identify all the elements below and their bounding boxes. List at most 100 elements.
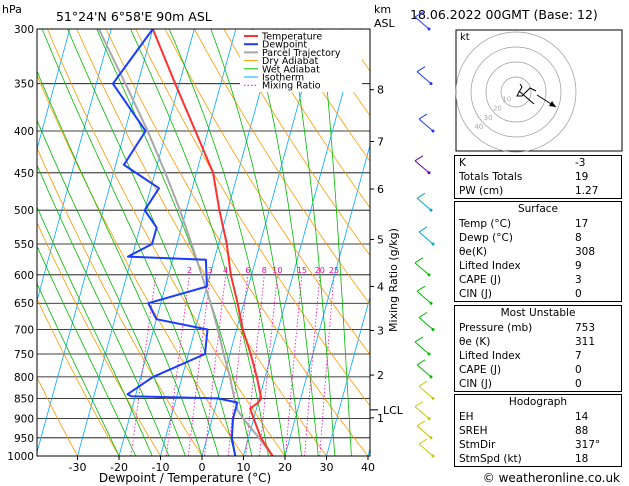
km-label: km xyxy=(374,3,391,16)
index-label: StmSpd (kt) xyxy=(459,453,522,465)
wind-barb-point xyxy=(431,396,435,400)
altitude-tick-label: 4 xyxy=(377,280,384,293)
index-label: θe(K) xyxy=(459,246,487,258)
index-value: 317° xyxy=(575,439,601,451)
hpa-label: hPa xyxy=(2,3,22,16)
wind-barb-flag xyxy=(416,285,426,292)
wind-barb-flag xyxy=(414,11,424,18)
temperature-tick-label: -20 xyxy=(110,461,128,474)
index-value: 9 xyxy=(575,260,582,272)
pressure-tick-label: 550 xyxy=(14,239,34,251)
legend-label: Parcel Trajectory xyxy=(262,48,341,59)
wind-barb-point xyxy=(429,208,433,212)
wet-adiabat-line xyxy=(37,164,170,456)
credit-text: © weatheronline.co.uk xyxy=(483,471,620,485)
wind-barb-flag xyxy=(418,113,428,120)
pressure-tick-label: 750 xyxy=(14,349,34,361)
index-value: 1.27 xyxy=(575,185,599,197)
hodograph-ring xyxy=(500,76,532,108)
pressure-tick-label: 650 xyxy=(14,298,34,310)
legend-label: Mixing Ratio xyxy=(262,81,321,92)
wind-barb-point xyxy=(429,82,433,86)
index-value: 19 xyxy=(575,171,589,183)
wind-barb-point xyxy=(431,454,435,458)
index-row: StmSpd (kt) 18 xyxy=(455,452,621,466)
mixing-ratio-line xyxy=(304,274,321,456)
asl-label: ASL xyxy=(374,17,396,30)
wind-barb-staff xyxy=(414,341,430,355)
index-value: 753 xyxy=(575,322,596,334)
wind-barb-staff xyxy=(416,364,432,378)
altitude-tick-label: 7 xyxy=(377,136,384,149)
wet-adiabat-line xyxy=(37,282,120,456)
index-label: Totals Totals xyxy=(459,171,523,183)
legend-label: Isotherm xyxy=(262,73,304,84)
index-row: SREH 88 xyxy=(455,424,621,438)
wind-barb-point xyxy=(427,352,431,356)
index-row: Lifted Index 7 xyxy=(455,349,621,363)
index-value: 17 xyxy=(575,218,589,230)
wind-barb-flag xyxy=(414,257,424,264)
dewpoint-line xyxy=(111,29,239,456)
wet-adiabat-line xyxy=(210,29,302,456)
hodograph-ring xyxy=(470,46,562,138)
most-unstable-panel: Most Unstable Pressure (mb) 753 θe (K) 311 L… xyxy=(454,305,622,392)
hodograph-storm-motion xyxy=(518,90,535,105)
index-value: 3 xyxy=(575,274,582,286)
dry-adiabat-line xyxy=(282,29,370,162)
dry-adiabat-line xyxy=(194,29,370,305)
location-title: 51°24'N 6°58'E 90m ASL xyxy=(56,9,212,24)
hodograph-ring xyxy=(455,31,577,153)
temperature-tick-label: 30 xyxy=(320,461,334,474)
index-value: 14 xyxy=(575,411,589,423)
index-row: StmDir 317° xyxy=(455,438,621,452)
wind-barb-staff xyxy=(414,262,430,276)
index-row: Totals Totals 19 xyxy=(455,170,621,184)
index-row: Lifted Index 9 xyxy=(455,259,621,273)
legend-label: Dry Adiabat xyxy=(262,56,319,67)
x-axis-title: Dewpoint / Temperature (°C) xyxy=(99,471,271,485)
wet-adiabat-line xyxy=(41,29,219,456)
pressure-axis: 300 350 400 450 500 550 600 650 700 750 800 850 900 9… xyxy=(7,24,34,463)
mixing-ratio-labels: 2 3 4 6 8 10 15 20 25 xyxy=(187,266,339,275)
altitude-tick-label: 8 xyxy=(377,84,384,97)
hodograph-trace xyxy=(516,83,537,97)
mixing-ratio-line xyxy=(188,274,211,456)
index-label: Dewp (°C) xyxy=(459,232,513,244)
temperature-tick-label: 40 xyxy=(361,461,375,474)
mixing-ratio-label: 10 xyxy=(272,266,282,275)
temperature-axis: -30 -20 -10 0 10 20 30 40 xyxy=(69,456,375,474)
pressure-tick-label: 350 xyxy=(14,79,34,91)
sounding-traces xyxy=(97,29,274,456)
dry-adiabat-line xyxy=(105,29,369,456)
index-label: CIN (J) xyxy=(459,288,492,300)
isotherm-line xyxy=(201,29,320,456)
index-value: 0 xyxy=(575,364,582,376)
index-label: SREH xyxy=(459,425,488,437)
dry-adiabat-line xyxy=(164,29,370,356)
wind-barb-flag xyxy=(416,192,426,199)
wind-barb-staff xyxy=(418,118,434,132)
index-label: θe (K) xyxy=(459,336,491,348)
pressure-tick-label: 900 xyxy=(14,414,34,426)
wind-barb-point xyxy=(429,375,433,379)
isotherm-line xyxy=(37,29,71,151)
wet-adiabat-line xyxy=(168,29,286,456)
hodograph-ring-label: 30 xyxy=(484,114,493,122)
temperature-tick-label: 20 xyxy=(278,461,292,474)
mixing-ratio-label: 3 xyxy=(208,266,213,275)
index-value: 0 xyxy=(575,288,582,300)
datetime-title: 18.06.2022 00GMT (Base: 12) xyxy=(410,7,598,22)
index-label: CAPE (J) xyxy=(459,274,502,286)
wet-adiabat-line xyxy=(130,29,269,456)
dry-adiabat-line xyxy=(37,298,120,456)
wind-barb-staff xyxy=(418,317,434,330)
surface-title: Surface xyxy=(517,203,558,215)
wind-barb-staff xyxy=(414,16,430,30)
legend-label: Dewpoint xyxy=(262,40,307,51)
hodograph-ring xyxy=(485,61,547,123)
wind-barb-point xyxy=(427,273,431,277)
